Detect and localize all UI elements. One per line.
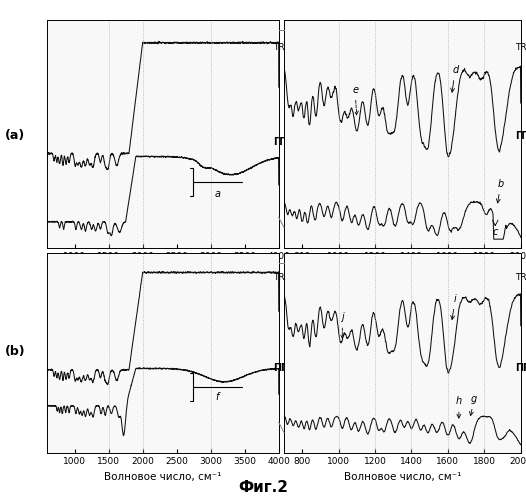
Text: Фиг.2: Фиг.2 <box>238 480 288 495</box>
Text: a: a <box>215 190 220 200</box>
Text: (a): (a) <box>5 128 25 141</box>
Text: b: b <box>497 179 504 203</box>
Text: h: h <box>456 396 462 418</box>
Text: TR-α-ПБО: TR-α-ПБО <box>274 43 317 52</box>
Text: g: g <box>470 394 478 415</box>
Text: ГПИ: ГПИ <box>515 130 526 140</box>
Text: TR-α-ПБО: TR-α-ПБО <box>515 43 526 52</box>
Text: (b): (b) <box>5 345 26 358</box>
Text: ПГА: ПГА <box>515 363 526 373</box>
Text: TR-β-ПБО: TR-β-ПБО <box>515 272 526 281</box>
Text: c: c <box>492 228 498 237</box>
Text: TR-β-ПБО: TR-β-ПБО <box>274 272 317 281</box>
Text: i: i <box>451 294 457 320</box>
Text: d: d <box>451 65 458 92</box>
Text: ГПИ: ГПИ <box>274 137 296 147</box>
Text: j: j <box>340 312 344 338</box>
Text: f: f <box>216 392 219 402</box>
X-axis label: Волновое число, см⁻¹: Волновое число, см⁻¹ <box>104 472 222 482</box>
X-axis label: Волновое число, см⁻¹: Волновое число, см⁻¹ <box>343 472 461 482</box>
Text: ПГА: ПГА <box>274 363 295 373</box>
Text: e: e <box>352 85 358 115</box>
